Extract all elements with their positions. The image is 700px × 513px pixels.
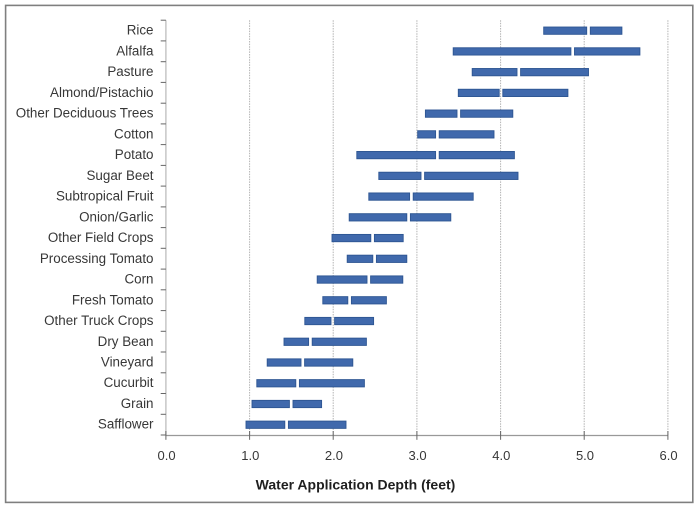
svg-text:Pasture: Pasture [107,64,153,79]
svg-text:2.0: 2.0 [325,448,343,463]
svg-text:Processing Tomato: Processing Tomato [40,251,154,266]
svg-text:Dry Bean: Dry Bean [98,334,154,349]
svg-text:Potato: Potato [115,147,154,162]
svg-text:Subtropical Fruit: Subtropical Fruit [56,189,154,204]
svg-text:Alfalfa: Alfalfa [116,43,154,58]
svg-text:Other Truck Crops: Other Truck Crops [44,313,154,328]
svg-text:Sugar Beet: Sugar Beet [87,168,154,183]
svg-text:Onion/Garlic: Onion/Garlic [79,209,154,224]
svg-text:6.0: 6.0 [660,448,678,463]
svg-text:Cucurbit: Cucurbit [104,375,154,390]
svg-text:1.0: 1.0 [241,448,259,463]
svg-text:Fresh Tomato: Fresh Tomato [72,292,154,307]
svg-text:Vineyard: Vineyard [101,355,154,370]
svg-text:Safflower: Safflower [98,417,154,432]
svg-text:Cotton: Cotton [114,126,153,141]
svg-text:Other Field Crops: Other Field Crops [48,230,154,245]
svg-text:Water Application Depth (feet): Water Application Depth (feet) [256,477,456,493]
svg-text:Rice: Rice [127,23,154,38]
svg-text:3.0: 3.0 [409,448,427,463]
svg-text:Other Deciduous Trees: Other Deciduous Trees [16,106,154,121]
svg-text:0.0: 0.0 [158,448,176,463]
svg-text:Almond/Pistachio: Almond/Pistachio [50,85,153,100]
svg-text:4.0: 4.0 [492,448,510,463]
svg-text:Grain: Grain [121,396,154,411]
svg-text:Corn: Corn [124,272,153,287]
svg-text:5.0: 5.0 [576,448,594,463]
